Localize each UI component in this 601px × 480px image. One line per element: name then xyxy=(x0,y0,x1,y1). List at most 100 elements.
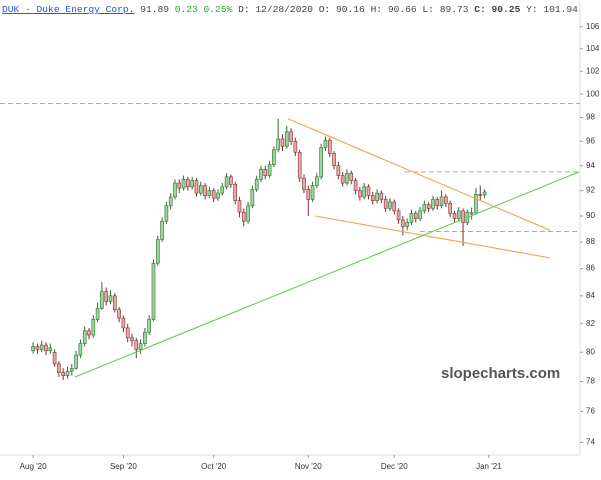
candle-body xyxy=(211,190,216,199)
candle-body xyxy=(104,291,108,302)
candle-body xyxy=(130,337,134,342)
candle-body xyxy=(138,343,143,350)
candle-body xyxy=(100,291,104,309)
candle-body xyxy=(254,179,259,190)
candle-body xyxy=(117,309,121,319)
candle-body xyxy=(284,131,289,147)
candle-body xyxy=(91,319,96,336)
x-tick-label: Aug '20 xyxy=(20,462,47,471)
candle-body xyxy=(203,185,207,196)
candle-body xyxy=(216,192,220,199)
candle-body xyxy=(409,213,414,223)
candle-body xyxy=(57,363,61,373)
y-tick-label: 90 xyxy=(586,211,595,220)
candle-body xyxy=(336,165,341,176)
candle-body xyxy=(435,199,440,207)
candle-body xyxy=(31,346,35,352)
candle-body xyxy=(61,372,66,376)
candle-body xyxy=(349,172,354,181)
candle-body xyxy=(224,176,229,188)
candle-body xyxy=(461,210,465,223)
candle-body xyxy=(263,169,268,176)
candle-body xyxy=(474,194,478,214)
x-tick-label: Sep '20 xyxy=(110,462,137,471)
candle-body xyxy=(289,131,293,142)
candle-body xyxy=(259,169,263,180)
candle-body xyxy=(482,191,487,196)
candle-body xyxy=(293,141,298,153)
change-pct: 0.25% xyxy=(204,4,233,15)
candle-body xyxy=(375,192,379,202)
candle-body xyxy=(151,262,156,320)
candle-body xyxy=(345,172,349,184)
candle-body xyxy=(426,204,431,209)
candle-body xyxy=(396,210,401,221)
candle-body xyxy=(65,370,70,376)
trendline xyxy=(315,215,551,259)
candle-body xyxy=(198,185,203,194)
plot-area: 74 76 78 80 82 84 86 88 90 92 94 96 98 100 102 104 106 Au… xyxy=(0,3,600,471)
candle-body xyxy=(147,319,151,333)
x-tick-label: Dec '20 xyxy=(381,462,408,471)
y-tick-label: 104 xyxy=(586,44,600,53)
candle-body xyxy=(452,213,457,219)
date-label: D: xyxy=(238,4,250,15)
candle-body xyxy=(237,200,242,213)
candle-body xyxy=(456,210,461,219)
candle-body xyxy=(431,199,435,209)
candle-body xyxy=(95,307,100,320)
candle-body xyxy=(108,295,113,302)
symbol-link[interactable]: DUK - Duke Energy Corp. xyxy=(2,4,134,15)
x-tick-label: Oct '20 xyxy=(201,462,227,471)
candle-body xyxy=(134,340,139,350)
candle-body xyxy=(82,330,87,344)
candle-body xyxy=(405,222,409,227)
candle-body xyxy=(125,327,130,339)
candle-body xyxy=(78,343,83,356)
y-tick-label: 86 xyxy=(586,264,595,273)
candle-body xyxy=(74,354,78,369)
candle-body xyxy=(323,139,328,148)
candle-body xyxy=(70,367,74,372)
candle-body xyxy=(272,149,276,165)
y-tick-label: 80 xyxy=(586,347,595,356)
candle-body xyxy=(241,211,246,222)
candle-body xyxy=(155,239,160,264)
y-tick-label: 88 xyxy=(586,237,595,246)
y-tick-label: 96 xyxy=(586,136,595,145)
close: 90.25 xyxy=(492,4,521,15)
candle-body xyxy=(186,179,190,188)
low-label: L: xyxy=(422,4,434,15)
candle-body xyxy=(332,153,336,167)
candle-body xyxy=(302,177,306,190)
candle-body xyxy=(280,138,285,147)
high-label: H: xyxy=(371,4,383,15)
candle-body xyxy=(297,151,302,179)
close-label: C: xyxy=(474,4,486,15)
high: 90.66 xyxy=(388,4,417,15)
y-tick-label: 74 xyxy=(586,438,595,447)
candle-body xyxy=(388,201,392,209)
x-tick-label: Jan '21 xyxy=(476,462,502,471)
candle-body xyxy=(220,186,225,194)
y-tick-label: 102 xyxy=(586,66,600,75)
candle-body xyxy=(190,180,194,188)
candle-body xyxy=(418,210,422,219)
candle-body xyxy=(48,347,53,352)
candle-body xyxy=(194,180,199,194)
candle-body xyxy=(160,220,164,240)
candle-body xyxy=(392,201,397,212)
open: 90.16 xyxy=(336,4,365,15)
candle-body xyxy=(448,202,452,214)
change: 0.23 xyxy=(175,4,198,15)
candle-body xyxy=(327,139,332,154)
candle-body xyxy=(353,180,358,191)
y-tick-label: 82 xyxy=(586,319,595,328)
candle-body xyxy=(143,331,147,344)
candle-body xyxy=(422,204,427,212)
y-tick-label: 98 xyxy=(586,113,595,122)
candle-body xyxy=(310,185,315,200)
y-tick-label: 106 xyxy=(586,22,600,31)
